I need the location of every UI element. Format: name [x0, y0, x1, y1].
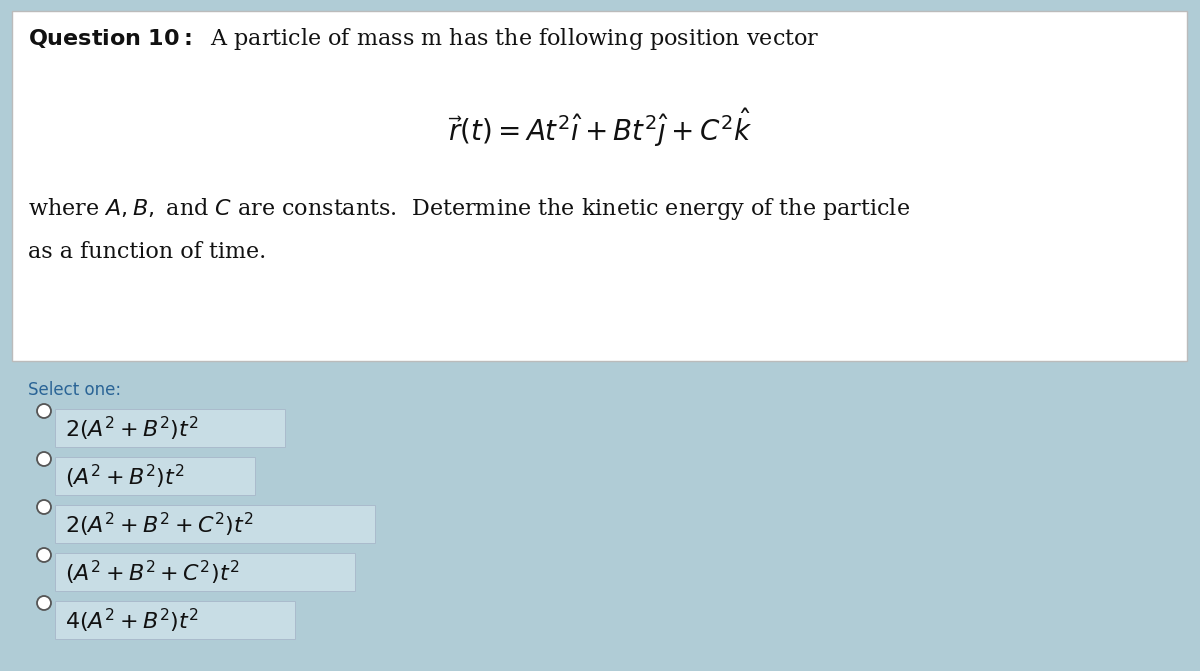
Text: $(A^2 + B^2)t^2$: $(A^2 + B^2)t^2$ — [65, 463, 185, 491]
Circle shape — [37, 548, 50, 562]
FancyBboxPatch shape — [55, 409, 286, 447]
FancyBboxPatch shape — [55, 457, 256, 495]
Text: $\mathbf{Question\ 10:}$  A particle of mass m has the following position vector: $\mathbf{Question\ 10:}$ A particle of m… — [28, 26, 820, 52]
FancyBboxPatch shape — [55, 553, 355, 591]
Circle shape — [37, 500, 50, 514]
Text: $2(A^2 + B^2 + C^2)t^2$: $2(A^2 + B^2 + C^2)t^2$ — [65, 511, 253, 539]
FancyBboxPatch shape — [55, 505, 374, 543]
Text: $4(A^2 + B^2)t^2$: $4(A^2 + B^2)t^2$ — [65, 607, 199, 635]
Text: $2(A^2 + B^2)t^2$: $2(A^2 + B^2)t^2$ — [65, 415, 199, 444]
Text: $\vec{r}(t) = At^2\hat{\imath} + Bt^2\hat{\jmath} + C^2\hat{k}$: $\vec{r}(t) = At^2\hat{\imath} + Bt^2\ha… — [448, 106, 752, 149]
Text: as a function of time.: as a function of time. — [28, 241, 266, 263]
Text: Select one:: Select one: — [28, 381, 121, 399]
Circle shape — [37, 404, 50, 418]
Text: $(A^2 + B^2 + C^2)t^2$: $(A^2 + B^2 + C^2)t^2$ — [65, 559, 240, 587]
Circle shape — [37, 452, 50, 466]
Circle shape — [37, 596, 50, 610]
FancyBboxPatch shape — [55, 601, 295, 639]
FancyBboxPatch shape — [12, 11, 1187, 361]
Text: where $A, B,$ and $C$ are constants.  Determine the kinetic energy of the partic: where $A, B,$ and $C$ are constants. Det… — [28, 196, 910, 222]
